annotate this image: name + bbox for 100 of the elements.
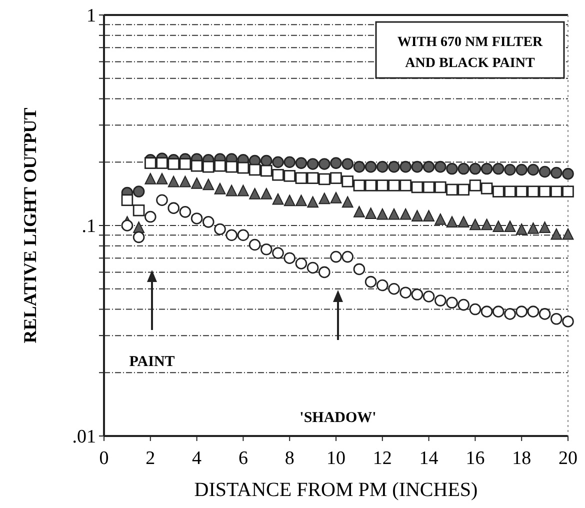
point bbox=[202, 216, 214, 228]
point bbox=[191, 178, 202, 189]
point bbox=[214, 160, 226, 172]
point bbox=[388, 160, 400, 173]
point bbox=[539, 222, 550, 233]
point bbox=[318, 192, 330, 204]
point bbox=[132, 231, 145, 244]
point bbox=[168, 176, 180, 188]
point bbox=[504, 186, 516, 198]
point bbox=[562, 186, 574, 198]
point bbox=[342, 158, 354, 170]
point bbox=[481, 218, 492, 230]
point bbox=[248, 164, 261, 176]
point bbox=[434, 181, 446, 194]
point bbox=[492, 162, 504, 175]
x-tick-label: 20 bbox=[558, 448, 578, 469]
point bbox=[121, 194, 134, 206]
point bbox=[400, 160, 412, 173]
point bbox=[470, 218, 481, 230]
point bbox=[318, 158, 330, 170]
point bbox=[214, 223, 226, 236]
point bbox=[248, 238, 261, 251]
point bbox=[376, 160, 388, 173]
point bbox=[446, 162, 458, 175]
point bbox=[434, 213, 446, 225]
point bbox=[144, 172, 156, 184]
point bbox=[388, 208, 400, 220]
point bbox=[538, 166, 551, 178]
point bbox=[562, 168, 574, 180]
point bbox=[260, 243, 272, 256]
point bbox=[132, 204, 145, 216]
point bbox=[480, 306, 493, 318]
annotation: 'SHADOW' bbox=[300, 410, 376, 426]
point bbox=[272, 247, 284, 259]
point bbox=[168, 202, 180, 214]
point bbox=[562, 316, 574, 328]
point bbox=[353, 263, 366, 276]
point bbox=[516, 164, 528, 176]
x-tick-label: 18 bbox=[512, 448, 532, 469]
point bbox=[364, 276, 377, 288]
point bbox=[179, 158, 192, 170]
point bbox=[353, 180, 366, 192]
x-tick-label: 4 bbox=[192, 448, 202, 469]
annotation: WITH 670 NM FILTER AND BLACK PAINT bbox=[397, 35, 544, 71]
point bbox=[330, 172, 342, 184]
point bbox=[260, 188, 272, 200]
point bbox=[492, 306, 504, 318]
point bbox=[307, 196, 318, 208]
point bbox=[527, 186, 540, 198]
point bbox=[342, 250, 354, 263]
y-tick-label: .1 bbox=[82, 216, 96, 238]
point bbox=[469, 303, 482, 316]
point bbox=[295, 172, 308, 184]
point bbox=[330, 157, 342, 169]
x-tick-label: 0 bbox=[99, 448, 109, 469]
point bbox=[121, 220, 134, 232]
point bbox=[306, 172, 319, 184]
point bbox=[249, 188, 260, 200]
point bbox=[469, 180, 482, 192]
point bbox=[516, 306, 528, 318]
point bbox=[492, 186, 504, 198]
point bbox=[202, 160, 214, 173]
point bbox=[400, 286, 412, 298]
point bbox=[330, 250, 342, 263]
x-tick-label: 16 bbox=[466, 448, 485, 469]
point bbox=[272, 193, 284, 205]
point bbox=[342, 196, 354, 208]
point bbox=[330, 192, 342, 204]
point bbox=[480, 162, 493, 175]
point bbox=[538, 186, 551, 198]
point bbox=[226, 229, 238, 242]
point bbox=[446, 184, 458, 196]
point bbox=[504, 308, 516, 320]
point bbox=[214, 182, 226, 194]
point bbox=[190, 212, 203, 224]
x-tick-label: 8 bbox=[284, 448, 294, 469]
point bbox=[388, 282, 400, 295]
point bbox=[550, 166, 562, 179]
point bbox=[318, 266, 330, 278]
point bbox=[364, 180, 377, 192]
point bbox=[538, 308, 551, 320]
point bbox=[434, 294, 446, 306]
point bbox=[364, 160, 377, 173]
x-tick-label: 2 bbox=[146, 448, 156, 469]
x-axis-title: DISTANCE FROM PM (INCHES) bbox=[194, 479, 478, 501]
x-tick-label: 10 bbox=[326, 448, 346, 469]
x-tick-label: 12 bbox=[372, 448, 392, 469]
point bbox=[342, 175, 354, 188]
point bbox=[353, 160, 366, 173]
point bbox=[202, 178, 214, 190]
point bbox=[284, 194, 296, 206]
point bbox=[458, 162, 470, 175]
annotation: PAINT bbox=[129, 354, 175, 370]
point bbox=[295, 157, 308, 169]
point bbox=[458, 216, 470, 228]
point bbox=[492, 220, 504, 232]
point bbox=[144, 157, 156, 169]
point bbox=[412, 210, 423, 222]
point bbox=[516, 186, 528, 198]
point bbox=[527, 306, 540, 318]
